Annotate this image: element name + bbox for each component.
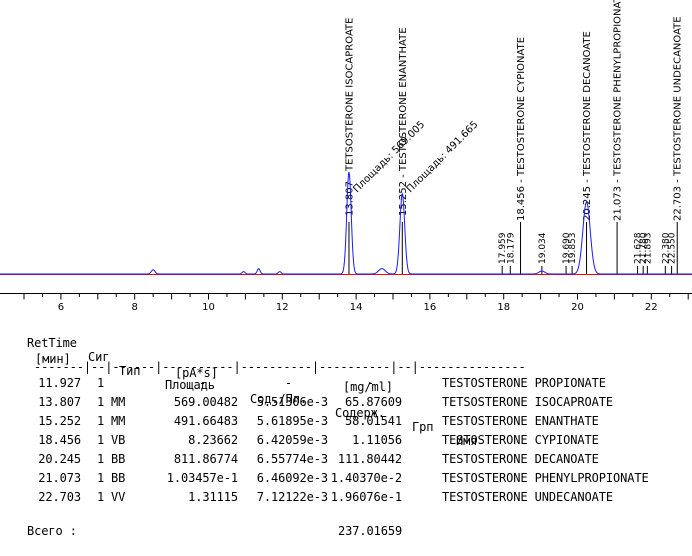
tick-label: 20 bbox=[571, 302, 584, 313]
cell-sig: 1 bbox=[97, 395, 105, 409]
cell-ratio: - bbox=[284, 376, 292, 390]
cell-rt: 21.073 bbox=[38, 471, 81, 485]
unit-rettime: [мин] bbox=[35, 352, 71, 366]
cell-name: TESTOSTERONE PHENYLPROPIONATE bbox=[442, 471, 649, 485]
cell-amount: 111.80442 bbox=[337, 452, 402, 466]
col-header-type: Тип bbox=[119, 364, 141, 378]
cell-type: MM bbox=[111, 414, 126, 428]
cell-name: TESTOSTERONE CYPIONATE bbox=[442, 433, 599, 447]
integration-report: RetTime Сиг Тип Площадь Сод./Пл. Содерж.… bbox=[0, 318, 692, 556]
x-axis: 681012141618202224 bbox=[0, 293, 692, 313]
minor-peak-label: 22.550 bbox=[668, 232, 678, 264]
cell-ratio: 7.12122e-3 bbox=[256, 490, 328, 504]
cell-rt: 11.927 bbox=[38, 376, 81, 390]
report-separator: -------|--|------|----------|----------|… bbox=[34, 360, 526, 374]
cell-rt: 15.252 bbox=[38, 414, 81, 428]
peak-label: 21.073 - TESTOSTERONE PHENYLPROPIONATE bbox=[613, 0, 624, 221]
cell-ratio: 5.61895e-3 bbox=[256, 414, 328, 428]
minor-peak-label: 17.959 bbox=[498, 232, 508, 264]
cell-sig: 1 bbox=[97, 471, 105, 485]
cell-type: VV bbox=[111, 490, 126, 504]
cell-ratio: 6.42059e-3 bbox=[256, 433, 328, 447]
minor-peak-label: 21.628 bbox=[634, 232, 644, 264]
cell-name: TETSOSTERONE ISOCAPROATE bbox=[442, 395, 613, 409]
col-header-name: Имя bbox=[456, 434, 478, 448]
cell-area: - bbox=[198, 376, 206, 390]
cell-area: 811.86774 bbox=[173, 452, 238, 466]
col-header-amount: Содерж. bbox=[335, 406, 385, 420]
minor-peak-label: 21.893 bbox=[643, 233, 653, 265]
cell-ratio: 5.51306e-3 bbox=[256, 395, 328, 409]
tick-label: 18 bbox=[497, 302, 510, 313]
cell-ratio: 6.46092e-3 bbox=[256, 471, 328, 485]
cell-amount: 1.40370e-2 bbox=[330, 471, 402, 485]
peak-label: 15.252 - TESTOSTERONE ENANTHATE bbox=[398, 27, 409, 216]
tick-label: 14 bbox=[350, 302, 363, 313]
cell-rt: 13.807 bbox=[38, 395, 81, 409]
minor-peak-label: 19.034 bbox=[538, 232, 548, 264]
cell-rt: 20.245 bbox=[38, 452, 81, 466]
cell-area: 1.03457e-1 bbox=[166, 471, 238, 485]
col-header-rettime: RetTime bbox=[27, 336, 77, 350]
tick-label: 12 bbox=[276, 302, 289, 313]
cell-sig: 1 bbox=[97, 433, 105, 447]
report-header-row: RetTime Сиг Тип Площадь Сод./Пл. Содерж.… bbox=[0, 322, 692, 448]
col-header-group: Грп bbox=[412, 420, 434, 434]
tick-label: 8 bbox=[132, 302, 138, 313]
cell-type: BB bbox=[111, 452, 126, 466]
cell-area: 491.66483 bbox=[173, 414, 238, 428]
cell-type: MM bbox=[111, 395, 126, 409]
cell-rt: 18.456 bbox=[38, 433, 81, 447]
tick-label: 16 bbox=[424, 302, 437, 313]
cell-area: 1.31115 bbox=[188, 490, 238, 504]
report-units-row: [мин] [pA*s] [mg/ml] bbox=[0, 338, 692, 394]
unit-area: [pA*s] bbox=[175, 366, 218, 380]
cell-sig: 1 bbox=[97, 490, 105, 504]
cell-name: TESTOSTERONE DECANOATE bbox=[442, 452, 599, 466]
cell-name: TESTOSTERONE ENANTHATE bbox=[442, 414, 599, 428]
cell-sig: 1 bbox=[97, 414, 105, 428]
peak-label: 20.245 - TESTOSTERONE DECANOATE bbox=[582, 31, 593, 221]
tick-label: 6 bbox=[58, 302, 64, 313]
cell-amount: 58.01541 bbox=[345, 414, 402, 428]
total-label: Всего : bbox=[27, 524, 77, 538]
peak-label: 22.703 - TESTOSTERONE UNDECANOATE bbox=[673, 16, 684, 221]
minor-peak-label: 18.179 bbox=[506, 232, 516, 264]
peak-label: 13.807 - TETSOSTERONE ISOCAPROATE bbox=[344, 18, 355, 216]
minor-peak-label: 22.380 bbox=[661, 232, 671, 264]
col-header-ratio: Сод./Пл. bbox=[250, 392, 307, 406]
cell-area: 569.00482 bbox=[173, 395, 238, 409]
cell-sig: 1 bbox=[97, 452, 105, 466]
cell-sig: 1 bbox=[97, 376, 105, 390]
col-header-signal: Сиг bbox=[88, 350, 110, 364]
cell-area: 8.23662 bbox=[188, 433, 238, 447]
cell-amount: 65.87609 bbox=[345, 395, 402, 409]
peak-label: 18.456 - TESTOSTERONE CYPIONATE bbox=[516, 37, 527, 221]
signal-trace bbox=[0, 171, 692, 275]
total-value: 237.01659 bbox=[338, 524, 403, 538]
tick-label: 22 bbox=[645, 302, 658, 313]
cell-type: VB bbox=[111, 433, 126, 447]
cell-name: TESTOSTERONE PROPIONATE bbox=[442, 376, 606, 390]
minor-peak-label: 21.780 bbox=[639, 232, 649, 264]
cell-amount: 1.96076e-1 bbox=[330, 490, 402, 504]
trace-area bbox=[0, 171, 692, 275]
unit-amount: [mg/ml] bbox=[343, 380, 393, 394]
cell-rt: 22.703 bbox=[38, 490, 81, 504]
cell-name: TESTOSTERONE UNDECANOATE bbox=[442, 490, 613, 504]
cell-type: BB bbox=[111, 471, 126, 485]
cell-ratio: 6.55774e-3 bbox=[256, 452, 328, 466]
minor-peak-label: 19.853 bbox=[568, 233, 578, 265]
cell-amount: - bbox=[366, 376, 374, 390]
minor-peak-label: 19.690 bbox=[562, 232, 572, 264]
cell-amount: 1.11056 bbox=[352, 433, 402, 447]
col-header-area: Площадь bbox=[165, 378, 215, 392]
tick-label: 10 bbox=[202, 302, 215, 313]
